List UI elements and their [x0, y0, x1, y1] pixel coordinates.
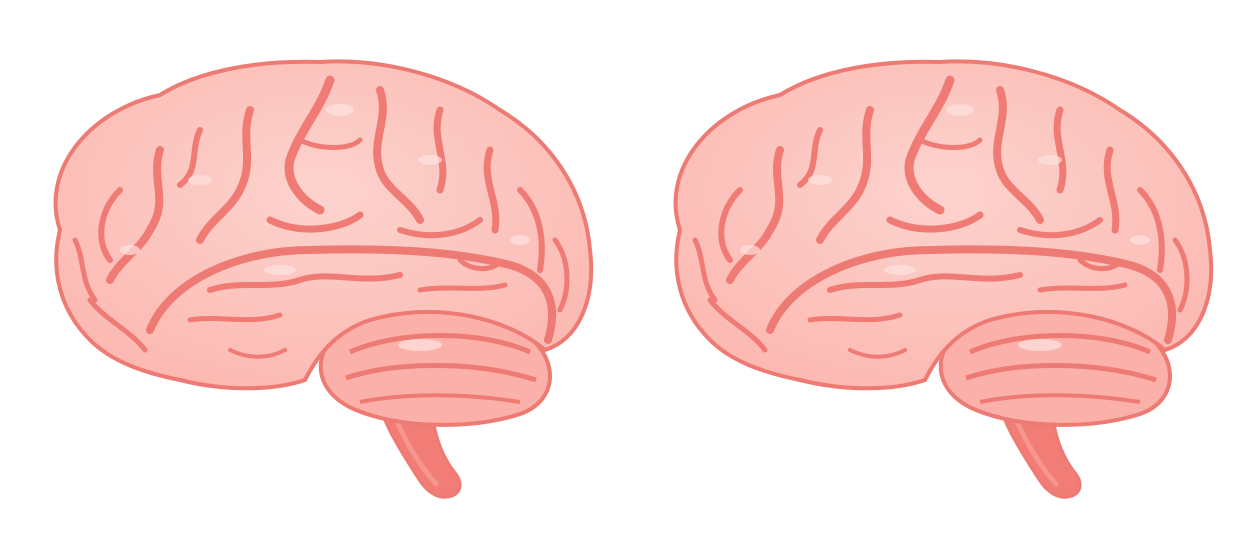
brain-illustration-left	[0, 0, 624, 540]
brain-illustration-right	[620, 0, 1244, 540]
brain-right-icon	[620, 0, 1244, 540]
brain-left-icon	[0, 0, 624, 540]
